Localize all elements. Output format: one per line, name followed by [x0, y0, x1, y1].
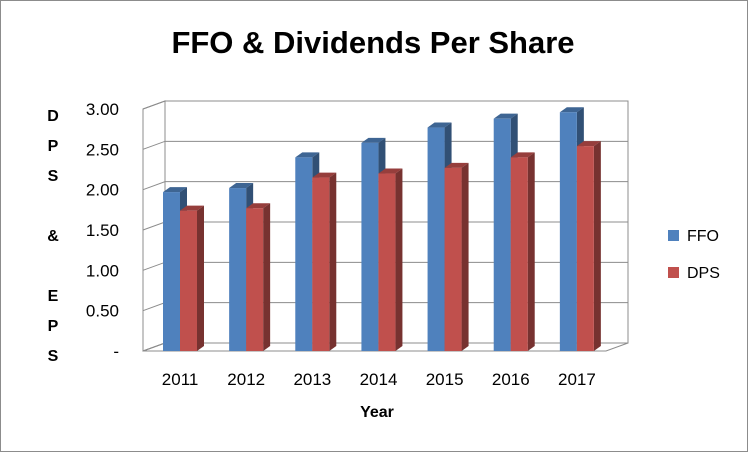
bar-top: [444, 162, 469, 168]
bar-top: [427, 122, 452, 128]
gridline: [142, 181, 628, 191]
bar-side: [395, 168, 403, 351]
gridline: [142, 100, 628, 110]
x-tick-label: 2014: [360, 370, 398, 389]
legend-swatch-ffo: [668, 230, 679, 241]
bar-dps-2013: [312, 172, 337, 351]
bar-front: [163, 192, 180, 351]
chart-title: FFO & Dividends Per Share: [171, 25, 574, 60]
y-tick-labels: - 0.50 1.00 1.50 2.00 2.50 3.00: [86, 100, 119, 361]
bar-top: [180, 205, 204, 211]
bar-front: [312, 177, 330, 351]
bar-front: [510, 157, 528, 351]
bar-top: [510, 152, 535, 158]
y-tick-label: 3.00: [86, 100, 119, 119]
bar-dps-2011: [180, 205, 204, 351]
y-tick-label: 0.50: [86, 302, 119, 321]
legend-label-ffo: FFO: [687, 228, 719, 245]
bar-front: [378, 173, 396, 351]
bar-side: [329, 172, 337, 351]
y-axis-title-letter: P: [48, 138, 59, 155]
bar-top: [246, 203, 271, 209]
y-axis-title-letter: S: [48, 348, 59, 365]
legend: FFO DPS: [668, 228, 720, 282]
y-axis-title-letter: S: [48, 168, 59, 185]
bar-top: [493, 113, 518, 119]
bar-dps-2012: [246, 203, 271, 351]
x-tick-label: 2013: [293, 370, 331, 389]
y-tick-label: 1.50: [86, 221, 119, 240]
legend-label-dps: DPS: [687, 265, 720, 282]
bar-front: [295, 157, 313, 351]
y-axis-title: DPS&EPS: [47, 108, 59, 365]
x-tick-label: 2015: [426, 370, 464, 389]
y-axis-title-letter: &: [47, 228, 59, 245]
bar-front: [493, 118, 511, 352]
y-tick-label: 2.00: [86, 181, 119, 200]
y-axis-title-letter: P: [48, 318, 59, 335]
bar-dps-2016: [510, 152, 535, 351]
bar-side: [593, 141, 601, 351]
y-axis-title-letter: D: [47, 108, 59, 125]
bar-side: [263, 203, 271, 351]
bar-top: [229, 183, 254, 189]
bar-front: [180, 210, 197, 351]
bars: [163, 107, 601, 352]
bar-top: [163, 187, 187, 193]
bar-front: [361, 142, 379, 351]
bar-front: [576, 146, 594, 351]
bar-dps-2014: [378, 168, 403, 351]
bar-side: [197, 205, 204, 351]
bar-top: [295, 152, 320, 158]
bar-side: [527, 152, 535, 351]
bar-front: [444, 167, 462, 351]
x-axis-title: Year: [360, 404, 394, 421]
bar-top: [559, 107, 584, 113]
bar-front: [427, 127, 445, 351]
bar-top: [378, 168, 403, 174]
y-tick-label: 2.50: [86, 140, 119, 159]
bar-side: [461, 162, 469, 351]
x-tick-label: 2016: [492, 370, 530, 389]
gridline: [142, 140, 628, 150]
bar-front: [246, 208, 264, 351]
x-tick-label: 2011: [162, 370, 199, 389]
x-tick-label: 2017: [558, 370, 596, 389]
bar-front: [229, 188, 247, 351]
y-tick-label: -: [113, 342, 119, 361]
legend-swatch-dps: [668, 267, 679, 278]
bar-dps-2017: [576, 141, 601, 351]
bar-front: [559, 112, 577, 351]
x-tick-label: 2012: [227, 370, 265, 389]
y-tick-label: 1.00: [86, 261, 119, 280]
bar-top: [361, 137, 386, 143]
bar-top: [576, 141, 601, 147]
x-tick-labels: 2011 2012 2013 2014 2015 2016 2017: [162, 370, 596, 389]
bar-top: [312, 172, 337, 178]
bar-dps-2015: [444, 162, 469, 351]
y-axis-title-letter: E: [48, 288, 59, 305]
